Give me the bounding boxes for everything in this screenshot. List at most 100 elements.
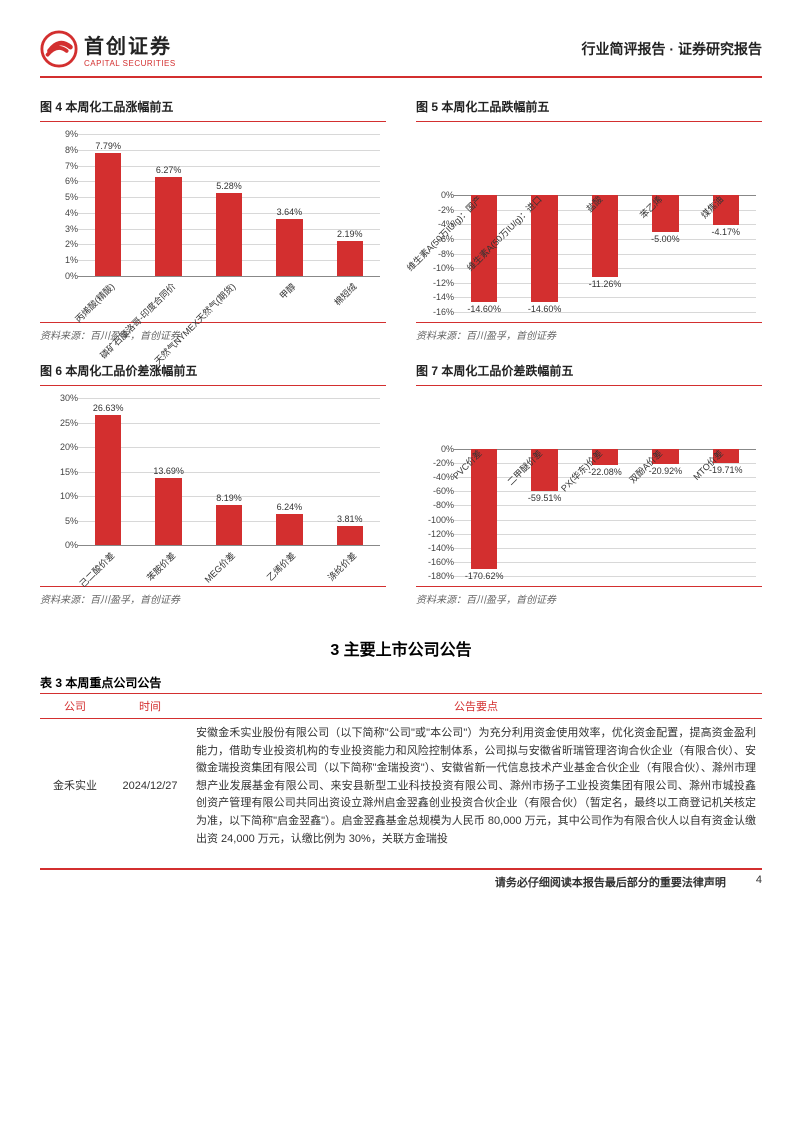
chart-title: 图 5 本周化工品跌幅前五 bbox=[416, 98, 762, 115]
gridline bbox=[78, 398, 380, 399]
gridline bbox=[78, 134, 380, 135]
gridline bbox=[454, 562, 756, 563]
y-tick: -160% bbox=[416, 557, 454, 567]
y-tick: 0% bbox=[40, 540, 78, 550]
bar bbox=[95, 153, 122, 276]
bar-value-label: -22.08% bbox=[588, 467, 622, 477]
footer-disclaimer: 请务必仔细阅读本报告最后部分的重要法律声明 bbox=[40, 874, 756, 890]
y-tick: 20% bbox=[40, 442, 78, 452]
gridline bbox=[454, 520, 756, 521]
bar-value-label: 8.19% bbox=[216, 493, 242, 503]
chart-source: 资料来源：百川盈孚，首创证券 bbox=[40, 327, 386, 342]
bar bbox=[337, 526, 364, 545]
gridline bbox=[78, 150, 380, 151]
x-label: MEG价差 bbox=[202, 549, 238, 585]
table-title: 表 3 本周重点公司公告 bbox=[40, 674, 762, 691]
bar bbox=[276, 514, 303, 545]
bar-value-label: -59.51% bbox=[528, 493, 562, 503]
y-tick: -12% bbox=[416, 278, 454, 288]
logo-sub-text: CAPITAL SECURITIES bbox=[84, 59, 176, 68]
bar bbox=[155, 478, 182, 545]
bar-value-label: 5.28% bbox=[216, 181, 242, 191]
page-footer: 请务必仔细阅读本报告最后部分的重要法律声明 4 bbox=[40, 868, 762, 890]
gridline bbox=[454, 505, 756, 506]
gridline bbox=[78, 447, 380, 448]
bar bbox=[471, 449, 498, 569]
logo-icon bbox=[40, 30, 78, 68]
y-tick: -80% bbox=[416, 500, 454, 510]
x-label: 棉短绒 bbox=[331, 280, 359, 308]
y-tick: -140% bbox=[416, 543, 454, 553]
bar bbox=[216, 193, 243, 276]
x-label: 甲醇 bbox=[277, 280, 299, 302]
col-company: 公司 bbox=[40, 694, 110, 719]
footer-page: 4 bbox=[756, 874, 762, 890]
chart4: 图 4 本周化工品涨幅前五0%1%2%3%4%5%6%7%8%9%7.79%丙烯… bbox=[40, 98, 386, 342]
y-tick: 9% bbox=[40, 129, 78, 139]
bar-value-label: 3.81% bbox=[337, 514, 363, 524]
y-tick: 10% bbox=[40, 491, 78, 501]
y-tick: 0% bbox=[40, 271, 78, 281]
bar-value-label: -5.00% bbox=[651, 234, 680, 244]
chart-area: 0%1%2%3%4%5%6%7%8%9%7.79%丙烯酸(精酸)6.27%磷矿石… bbox=[40, 130, 386, 320]
y-tick: -20% bbox=[416, 458, 454, 468]
y-tick: -120% bbox=[416, 529, 454, 539]
y-tick: 25% bbox=[40, 418, 78, 428]
y-tick: 0% bbox=[416, 444, 454, 454]
y-tick: 5% bbox=[40, 192, 78, 202]
gridline bbox=[78, 423, 380, 424]
y-tick: -14% bbox=[416, 292, 454, 302]
bar-value-label: -170.62% bbox=[465, 571, 504, 581]
chart-title: 图 4 本周化工品涨幅前五 bbox=[40, 98, 386, 115]
bar-value-label: 2.19% bbox=[337, 229, 363, 239]
bar-value-label: -14.60% bbox=[528, 304, 562, 314]
logo: 首创证券 CAPITAL SECURITIES bbox=[40, 30, 176, 68]
col-date: 时间 bbox=[110, 694, 190, 719]
y-tick: 3% bbox=[40, 224, 78, 234]
chart-source: 资料来源：百川盈孚，首创证券 bbox=[40, 591, 386, 606]
section-heading: 3 主要上市公司公告 bbox=[40, 636, 762, 660]
bar-value-label: 7.79% bbox=[95, 141, 121, 151]
y-tick: -40% bbox=[416, 472, 454, 482]
gridline bbox=[454, 477, 756, 478]
chart-source: 资料来源：百川盈孚，首创证券 bbox=[416, 591, 762, 606]
bar bbox=[276, 219, 303, 276]
y-tick: 2% bbox=[40, 239, 78, 249]
bar bbox=[95, 415, 122, 545]
gridline bbox=[78, 472, 380, 473]
header-divider bbox=[40, 76, 762, 78]
bar-value-label: 3.64% bbox=[277, 207, 303, 217]
bar-value-label: -4.17% bbox=[712, 227, 741, 237]
bar-value-label: 26.63% bbox=[93, 403, 124, 413]
y-tick: 7% bbox=[40, 161, 78, 171]
bar bbox=[337, 241, 364, 276]
gridline bbox=[454, 534, 756, 535]
chart-area: 0%-2%-4%-6%-8%-10%-12%-14%-16%-14.60%维生素… bbox=[416, 130, 762, 320]
y-tick: 4% bbox=[40, 208, 78, 218]
y-tick: -60% bbox=[416, 486, 454, 496]
col-body: 公告要点 bbox=[190, 694, 762, 719]
bar-value-label: 6.24% bbox=[277, 502, 303, 512]
gridline bbox=[454, 548, 756, 549]
page: 首创证券 CAPITAL SECURITIES 行业简评报告 · 证券研究报告 … bbox=[0, 0, 802, 910]
bar-value-label: -14.60% bbox=[467, 304, 501, 314]
gridline bbox=[454, 491, 756, 492]
y-tick: -2% bbox=[416, 205, 454, 215]
y-tick: 1% bbox=[40, 255, 78, 265]
chart-area: 0% -20% -40% -60% -80% -100% -120% -140% -160% -1… bbox=[416, 394, 762, 584]
y-tick: 0% bbox=[416, 190, 454, 200]
gridline bbox=[78, 545, 380, 546]
x-label: 己二酸价差 bbox=[76, 549, 117, 590]
chart-title: 图 6 本周化工品价差涨幅前五 bbox=[40, 362, 386, 379]
y-tick: 5% bbox=[40, 516, 78, 526]
chart6: 图 6 本周化工品价差涨幅前五0%5%10%15%20%25%30%26.63%… bbox=[40, 362, 386, 606]
table-row: 金禾实业2024/12/27安徽金禾实业股份有限公司（以下简称"公司"或"本公司… bbox=[40, 719, 762, 855]
bar-value-label: 6.27% bbox=[156, 165, 182, 175]
y-tick: 6% bbox=[40, 176, 78, 186]
y-tick: -100% bbox=[416, 515, 454, 525]
gridline bbox=[78, 276, 380, 277]
bar-value-label: -11.26% bbox=[589, 279, 622, 289]
y-tick: 8% bbox=[40, 145, 78, 155]
gridline bbox=[78, 166, 380, 167]
logo-main-text: 首创证券 bbox=[84, 30, 176, 59]
